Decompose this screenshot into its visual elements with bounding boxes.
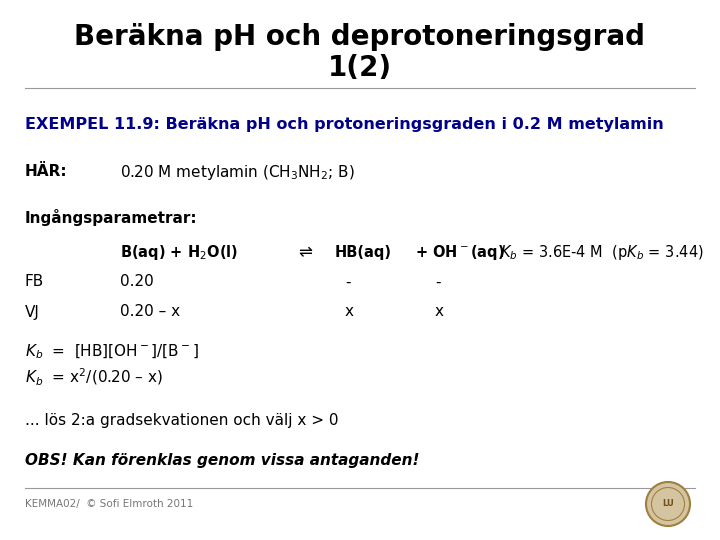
- Text: + OH$^-$(aq): + OH$^-$(aq): [415, 242, 505, 261]
- Text: EXEMPEL 11.9: Beräkna pH och protoneringsgraden i 0.2 M metylamin: EXEMPEL 11.9: Beräkna pH och protonering…: [25, 118, 664, 132]
- Text: -: -: [345, 274, 351, 289]
- Text: 1(2): 1(2): [328, 54, 392, 82]
- Text: OBS! Kan förenklas genom vissa antaganden!: OBS! Kan förenklas genom vissa antagande…: [25, 453, 420, 468]
- Text: HÄR:: HÄR:: [25, 165, 68, 179]
- Text: -: -: [435, 274, 441, 289]
- Text: VJ: VJ: [25, 305, 40, 320]
- Text: Beräkna pH och deprotoneringsgrad: Beräkna pH och deprotoneringsgrad: [74, 23, 646, 51]
- Text: x: x: [435, 305, 444, 320]
- Text: 0.20: 0.20: [120, 274, 154, 289]
- Text: HB(aq): HB(aq): [335, 245, 392, 260]
- Text: $\rightleftharpoons$: $\rightleftharpoons$: [295, 243, 313, 261]
- Text: B(aq) + H$_2$O(l): B(aq) + H$_2$O(l): [120, 242, 238, 261]
- Text: Ingångsparametrar:: Ingångsparametrar:: [25, 208, 197, 226]
- Text: LU: LU: [662, 500, 674, 509]
- Text: KEMMA02/  © Sofi Elmroth 2011: KEMMA02/ © Sofi Elmroth 2011: [25, 499, 193, 509]
- Text: 0.20 M metylamin (CH$_3$NH$_2$; B): 0.20 M metylamin (CH$_3$NH$_2$; B): [120, 163, 355, 181]
- Text: FB: FB: [25, 274, 44, 289]
- Text: $K_b$  = x$^2$/(0.20 – x): $K_b$ = x$^2$/(0.20 – x): [25, 367, 163, 388]
- Text: ... lös 2:a gradsekvationen och välj x > 0: ... lös 2:a gradsekvationen och välj x >…: [25, 413, 338, 428]
- Text: 0.20 – x: 0.20 – x: [120, 305, 180, 320]
- Text: $K_b$ = 3.6E-4 M  (p$K_b$ = 3.44): $K_b$ = 3.6E-4 M (p$K_b$ = 3.44): [500, 242, 703, 261]
- Text: $K_b$  =  [HB][OH$^-$]/[B$^-$]: $K_b$ = [HB][OH$^-$]/[B$^-$]: [25, 343, 199, 361]
- Circle shape: [646, 482, 690, 526]
- Text: x: x: [345, 305, 354, 320]
